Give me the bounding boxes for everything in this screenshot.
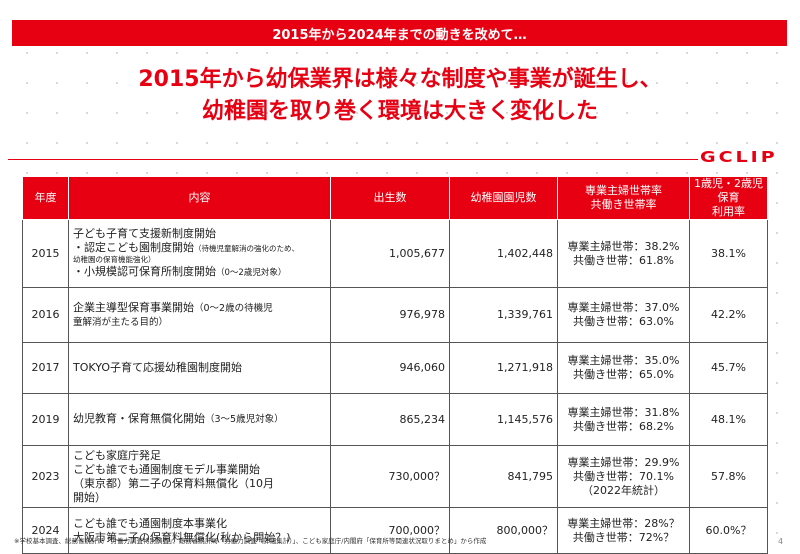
cell-content: 幼児教育・保育無償化開始（3〜5歳児対象） (68, 393, 331, 446)
cell-year: 2015 (22, 219, 69, 288)
content-text: 企業主導型保育事業開始 (73, 300, 194, 314)
cell-births: 700,000？ (330, 507, 450, 554)
table-row: 2017 TOKYO子育て応援幼稚園制度開始 946,060 1,271,918… (22, 342, 768, 394)
cell-year: 2023 (22, 445, 69, 508)
housewife-rate: 専業主婦世帯：31.8% (567, 405, 680, 419)
cell-household-rate: 専業主婦世帯：31.8% 共働き世帯：68.2% (557, 393, 690, 446)
content-line: こども誰でも通園制度モデル事業開始 (73, 462, 260, 476)
header-household-line-2: 共働き世帯率 (590, 198, 657, 211)
cell-births: 976,978 (330, 287, 450, 343)
housewife-rate: 専業主婦世帯：28%？ (567, 516, 680, 530)
housewife-rate: 専業主婦世帯：37.0% (567, 301, 680, 314)
cell-kindergarten: 1,402,448 (449, 219, 558, 288)
content-line: 企業主導型保育事業開始（0〜2歳の待機児 (73, 301, 326, 316)
header-household-line-1: 専業主婦世帯率 (585, 184, 662, 197)
housewife-rate: 専業主婦世帯：35.0% (567, 354, 680, 367)
cell-content: こども誰でも通園制度本事業化 大阪市第二子の保育料無償化(秋から開始？) (68, 507, 331, 554)
content-line: TOKYO子育て応援幼稚園制度開始 (73, 361, 242, 374)
table-row: 2024 こども誰でも通園制度本事業化 大阪市第二子の保育料無償化(秋から開始？… (22, 507, 768, 554)
header-household-rate: 専業主婦世帯率 共働き世帯率 (557, 176, 690, 220)
cell-childcare-rate: 60.0%？ (689, 507, 768, 554)
header-childcare-line-2: 利用率 (712, 205, 745, 218)
housewife-rate: 専業主婦世帯：38.2% (567, 239, 680, 253)
cell-content: 企業主導型保育事業開始（0〜2歳の待機児 童解消が主たる目的） (68, 287, 331, 343)
cell-kindergarten: 800,000？ (449, 507, 558, 554)
dual-income-rate: 共働き世帯：63.0% (573, 315, 674, 328)
content-note: 幼稚園の保育機能強化） (73, 255, 156, 264)
dual-income-rate: 共働き世帯：61.8% (573, 253, 674, 267)
cell-births: 1,005,677 (330, 219, 450, 288)
headline-line-2: 幼稚園を取り巻く環境は大きく変化した (201, 99, 598, 124)
cell-household-rate: 専業主婦世帯：28%？ 共働き世帯：72%？ (557, 507, 690, 554)
page-number: 4 (778, 537, 784, 546)
content-text: ・認定こども園制度開始 (73, 241, 194, 254)
content-line: （東京都）第二子の保育料無償化（10月 (73, 477, 326, 491)
content-line: 開始） (73, 490, 106, 504)
cell-kindergarten: 841,795 (449, 445, 558, 508)
dual-income-rate: 共働き世帯：70.1% (573, 469, 674, 483)
cell-kindergarten: 1,339,761 (449, 287, 558, 343)
content-line: 幼児教育・保育無償化開始（3〜5歳児対象） (73, 412, 326, 427)
cell-childcare-rate: 48.1% (689, 393, 768, 446)
content-line: 大阪市第二子の保育料無償化(秋から開始？) (73, 530, 291, 544)
cell-childcare-rate: 38.1% (689, 219, 768, 288)
housewife-rate: 専業主婦世帯：29.9% (567, 455, 680, 469)
table-row: 2015 子ども子育て支援新制度開始 ・認定こども園制度開始（待機児童解消の強化… (22, 219, 768, 288)
brand-logo: GCLIP (700, 148, 778, 166)
header-childcare-rate: 1歳児・2歳児保育 利用率 (689, 176, 768, 220)
dual-income-rate: 共働き世帯：68.2% (573, 419, 674, 433)
cell-year: 2016 (22, 287, 69, 343)
header-kindergarten: 幼稚園園児数 (449, 176, 558, 220)
page-headline: 2015年から幼保業界は様々な制度や事業が誕生し、 幼稚園を取り巻く環境は大きく… (0, 64, 800, 128)
divider-line (8, 159, 698, 160)
cell-household-rate: 専業主婦世帯：37.0% 共働き世帯：63.0% (557, 287, 690, 343)
cell-childcare-rate: 42.2% (689, 287, 768, 343)
content-text: （東京都）第二子の保育料無償化 (73, 476, 238, 490)
cell-births: 730,000？ (330, 445, 450, 508)
header-childcare-line-1: 1歳児・2歳児保育 (694, 177, 763, 204)
timeline-table: 年度 内容 出生数 幼稚園園児数 専業主婦世帯率 共働き世帯率 1歳児・2歳児保… (22, 176, 768, 554)
cell-childcare-rate: 57.8% (689, 445, 768, 508)
content-note: （3〜5歳児対象） (205, 414, 284, 425)
cell-births: 946,060 (330, 342, 450, 394)
cell-year: 2017 (22, 342, 69, 394)
cell-year: 2019 (22, 393, 69, 446)
table-row: 2016 企業主導型保育事業開始（0〜2歳の待機児 童解消が主たる目的） 976… (22, 287, 768, 343)
content-line: 子ども子育て支援新制度開始 (73, 227, 216, 240)
statistics-year-note: （2022年統計） (582, 483, 665, 497)
cell-kindergarten: 1,145,576 (449, 393, 558, 446)
header-content: 内容 (68, 176, 331, 220)
table-header-row: 年度 内容 出生数 幼稚園園児数 専業主婦世帯率 共働き世帯率 1歳児・2歳児保… (22, 176, 768, 220)
header-births: 出生数 (330, 176, 450, 220)
cell-content: こども家庭庁発足 こども誰でも通園制度モデル事業開始 （東京都）第二子の保育料無… (68, 445, 331, 508)
content-line: こども家庭庁発足 (73, 448, 161, 462)
content-line: こども誰でも通園制度本事業化 (73, 516, 227, 530)
cell-household-rate: 専業主婦世帯：35.0% 共働き世帯：65.0% (557, 342, 690, 394)
cell-year: 2024 (22, 507, 69, 554)
content-note: （0〜2歳の待機児 (194, 302, 273, 314)
content-text: ・小規模認可保育所制度開始 (73, 265, 216, 278)
table-row: 2023 こども家庭庁発足 こども誰でも通園制度モデル事業開始 （東京都）第二子… (22, 445, 768, 508)
table-row: 2019 幼児教育・保育無償化開始（3〜5歳児対象） 865,234 1,145… (22, 393, 768, 446)
content-line: ・小規模認可保育所制度開始（0〜2歳児対象） (73, 265, 326, 280)
cell-content: TOKYO子育て応援幼稚園制度開始 (68, 342, 331, 394)
dual-income-rate: 共働き世帯：65.0% (573, 368, 674, 381)
cell-household-rate: 専業主婦世帯：29.9% 共働き世帯：70.1% （2022年統計） (557, 445, 690, 508)
content-note: 童解消が主たる目的） (73, 316, 169, 328)
source-footnote: ※学校基本調査、総務省統計局「労働力調査特別調査」、総務省統計局「労働力調査（詳… (14, 537, 487, 545)
cell-kindergarten: 1,271,918 (449, 342, 558, 394)
cell-household-rate: 専業主婦世帯：38.2% 共働き世帯：61.8% (557, 219, 690, 288)
content-note: （10月 (238, 476, 274, 490)
content-text: 幼児教育・保育無償化開始 (73, 412, 205, 425)
content-note: （0〜2歳児対象） (216, 268, 287, 278)
cell-content: 子ども子育て支援新制度開始 ・認定こども園制度開始（待機児童解消の強化のため、 … (68, 219, 331, 288)
cell-births: 865,234 (330, 393, 450, 446)
content-line: ・認定こども園制度開始（待機児童解消の強化のため、 (73, 241, 326, 255)
content-note: （待機児童解消の強化のため、 (194, 244, 299, 253)
headline-line-1: 2015年から幼保業界は様々な制度や事業が誕生し、 (138, 67, 662, 92)
section-banner: 2015年から2024年までの動きを改めて… (12, 20, 787, 46)
dual-income-rate: 共働き世帯：72%？ (572, 530, 675, 544)
cell-childcare-rate: 45.7% (689, 342, 768, 394)
header-year: 年度 (22, 176, 69, 220)
